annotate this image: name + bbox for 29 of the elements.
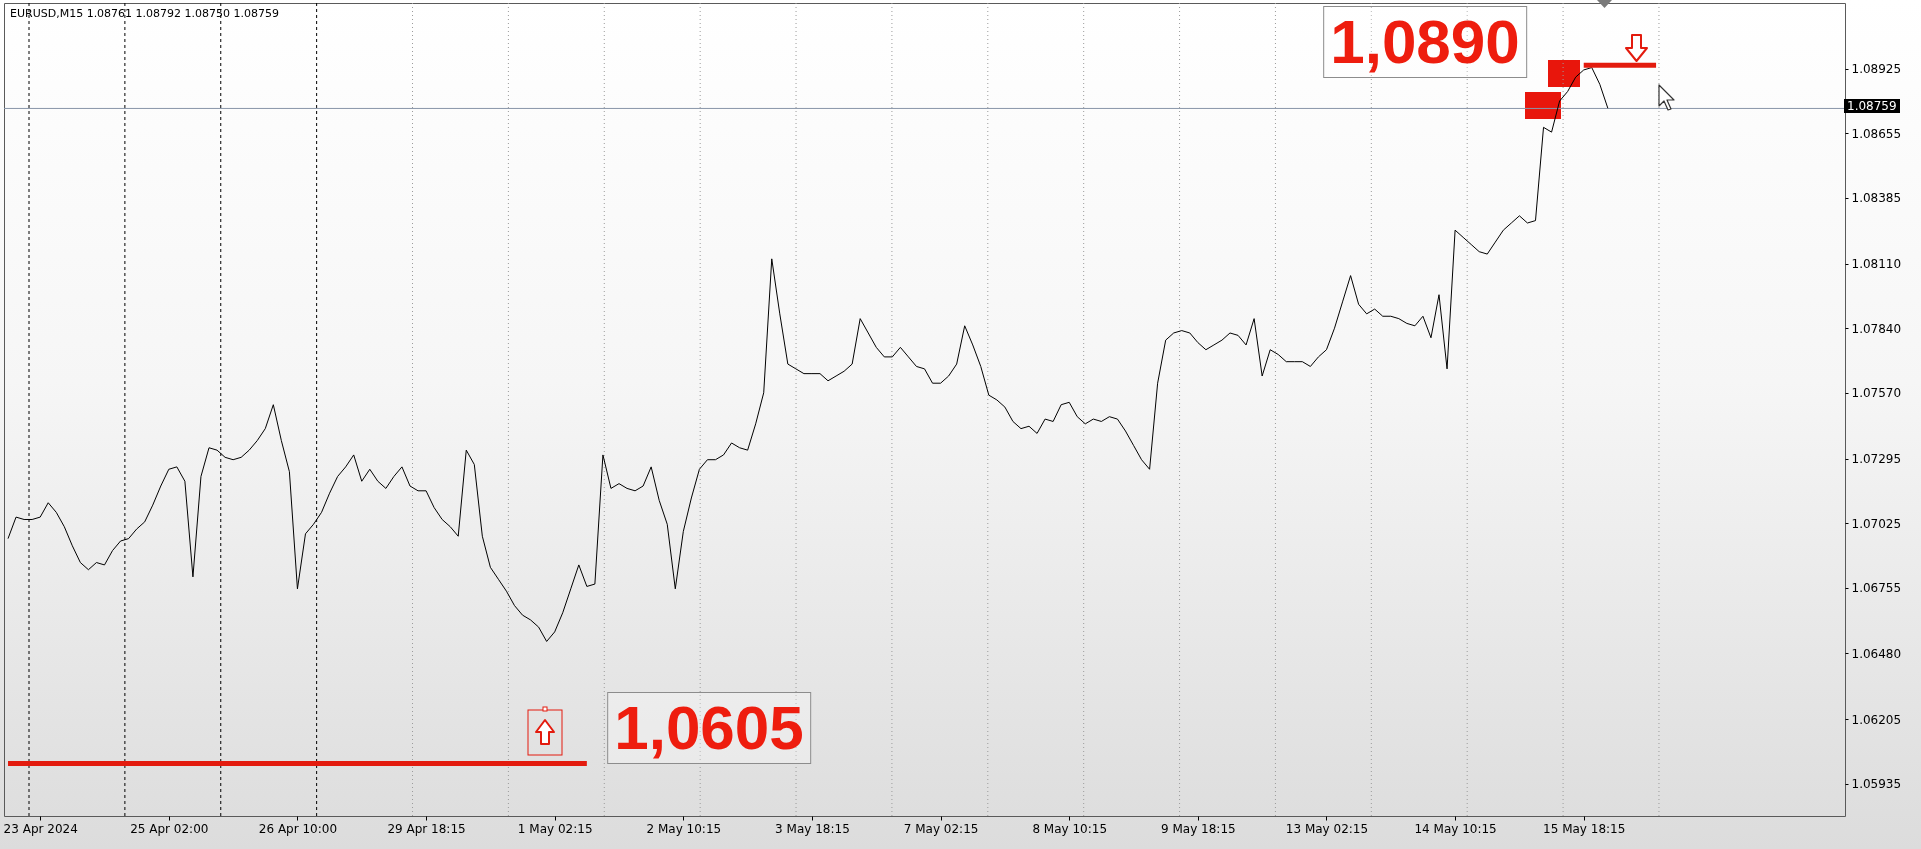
y-tick-label: 1.07570 [1851,386,1902,401]
y-tick-label: 1.08110 [1851,257,1902,272]
x-tick-label: 3 May 18:15 [775,821,850,836]
x-tick-label: 8 May 10:15 [1032,821,1108,836]
y-tick-label: 1.08655 [1851,126,1902,141]
y-tick-label: 1.08385 [1851,191,1902,206]
y-tick-label: 1.06480 [1851,646,1902,661]
x-tick-label: 7 May 02:15 [903,821,979,836]
annotation: 1,0605 [607,692,811,764]
y-tick-label: 1.05935 [1851,777,1902,792]
x-tick-label: 9 May 18:15 [1161,821,1236,836]
x-tick-label: 13 May 02:15 [1285,821,1369,836]
y-tick-label: 1.06755 [1851,581,1902,596]
x-tick-label: 23 Apr 2024 [3,821,78,836]
x-tick-label: 15 May 18:15 [1543,821,1626,836]
x-tick-label: 14 May 10:15 [1414,821,1497,836]
chart-title: EURUSD,M15 1.08761 1.08792 1.08750 1.08759 [10,7,280,20]
y-tick-label: 1.06205 [1851,712,1902,727]
x-tick-label: 26 Apr 10:00 [258,821,338,836]
y-tick-label: 1.08925 [1851,62,1902,77]
y-tick-label: 1.07295 [1851,452,1902,467]
x-tick-label: 29 Apr 18:15 [387,821,466,836]
x-tick-label: 1 May 02:15 [517,821,593,836]
y-tick-label: 1.07840 [1851,321,1902,336]
y-tick-label: 1.07025 [1851,516,1902,531]
x-tick-label: 25 Apr 02:00 [130,821,209,836]
x-tick-label: 2 May 10:15 [646,821,722,836]
ref-line-label: 1.08759 [1844,99,1900,114]
annotation: 1,0890 [1323,6,1527,78]
